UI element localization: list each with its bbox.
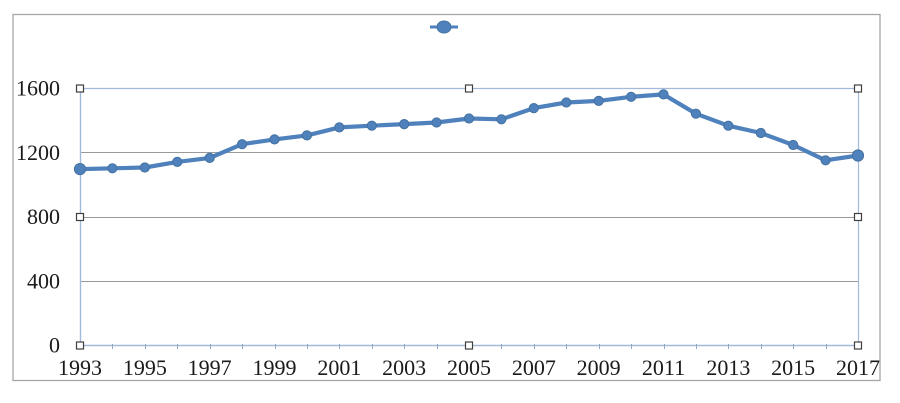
data-point-marker-2010[interactable] xyxy=(626,91,637,102)
selection-handle-mid-right[interactable] xyxy=(853,212,863,222)
x-axis-label-2017: 2017 xyxy=(836,355,880,380)
data-point-marker-1993[interactable] xyxy=(73,163,87,176)
data-point-marker-2005[interactable] xyxy=(463,113,475,124)
x-axis-label-1999: 1999 xyxy=(253,355,297,380)
selection-handle-bottom-left[interactable] xyxy=(75,341,85,350)
data-point-marker-2017[interactable] xyxy=(851,149,865,162)
y-axis-label-400: 400 xyxy=(27,268,60,293)
data-point-marker-2004[interactable] xyxy=(431,117,442,128)
data-point-marker-2009[interactable] xyxy=(593,95,604,107)
selection-handle-top-left[interactable] xyxy=(75,84,85,93)
x-axis-label-2001: 2001 xyxy=(317,355,361,380)
data-point-marker-1996[interactable] xyxy=(172,156,183,167)
data-point-marker-2008[interactable] xyxy=(561,97,572,108)
x-axis-label-2009: 2009 xyxy=(577,355,621,380)
x-axis-label-2013: 2013 xyxy=(706,355,750,380)
data-point-marker-1999[interactable] xyxy=(269,134,280,145)
data-point-marker-2014[interactable] xyxy=(755,127,766,139)
chart-area-border xyxy=(12,13,881,382)
legend-marker[interactable] xyxy=(436,20,452,34)
data-point-marker-1995[interactable] xyxy=(139,162,150,173)
y-axis-label-800: 800 xyxy=(27,204,60,229)
data-point-marker-2015[interactable] xyxy=(788,139,799,151)
y-axis-label-1600: 1600 xyxy=(16,76,60,101)
x-axis-label-2003: 2003 xyxy=(382,355,426,380)
data-point-marker-1997[interactable] xyxy=(204,152,215,163)
x-axis-label-2007: 2007 xyxy=(512,355,556,380)
selection-handle-bottom-right[interactable] xyxy=(853,341,863,350)
selection-handle-top-center[interactable] xyxy=(464,84,474,93)
data-point-marker-2016[interactable] xyxy=(820,155,831,166)
data-point-marker-2012[interactable] xyxy=(690,108,702,119)
data-point-marker-2007[interactable] xyxy=(528,103,539,114)
y-axis-label-0: 0 xyxy=(49,333,60,358)
x-axis-label-1995: 1995 xyxy=(123,355,167,380)
data-point-marker-2006[interactable] xyxy=(496,114,507,125)
selection-handle-top-right[interactable] xyxy=(853,84,863,93)
data-point-marker-2001[interactable] xyxy=(334,122,345,133)
x-axis-label-1993: 1993 xyxy=(58,355,102,380)
data-point-marker-2003[interactable] xyxy=(399,119,410,130)
x-axis-label-2005: 2005 xyxy=(447,355,491,380)
selection-handle-mid-left[interactable] xyxy=(75,212,85,222)
data-point-marker-2002[interactable] xyxy=(366,120,377,131)
data-point-marker-2011[interactable] xyxy=(658,89,669,100)
x-axis-label-2011: 2011 xyxy=(642,355,685,380)
y-axis-label-1200: 1200 xyxy=(16,140,60,165)
data-point-marker-2013[interactable] xyxy=(723,120,734,131)
data-point-marker-1998[interactable] xyxy=(237,139,248,150)
x-axis-label-2015: 2015 xyxy=(771,355,815,380)
data-point-marker-1994[interactable] xyxy=(107,163,118,174)
selection-handle-bottom-center[interactable] xyxy=(464,341,474,350)
x-axis-label-1997: 1997 xyxy=(188,355,232,380)
data-point-marker-2000[interactable] xyxy=(301,130,312,141)
